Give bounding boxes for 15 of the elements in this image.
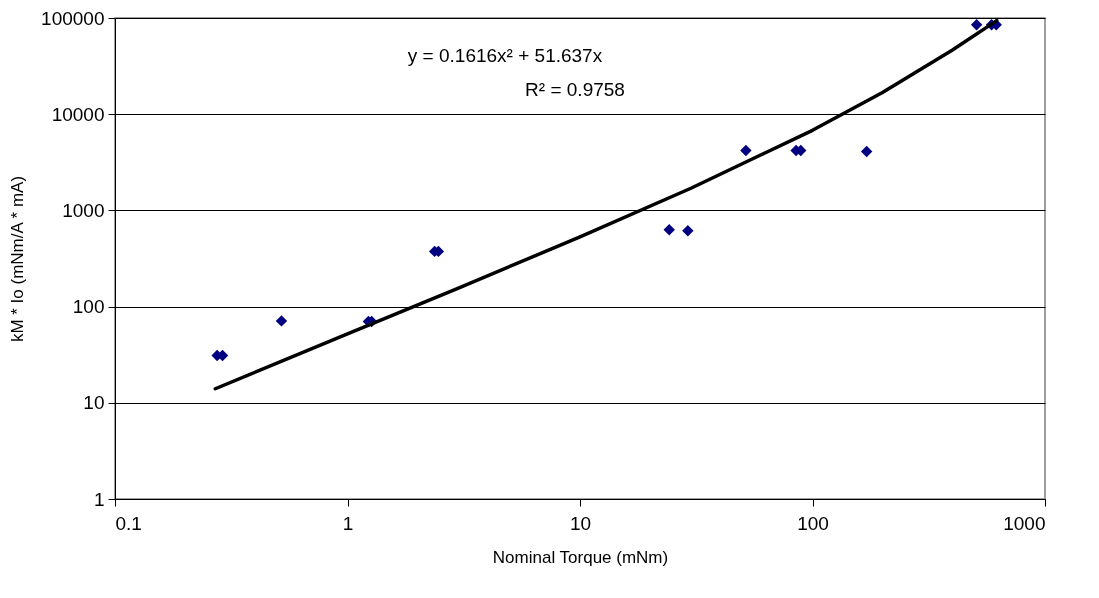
- x-tick-label: 0.1: [115, 512, 142, 534]
- y-tick-label: 10000: [51, 103, 105, 125]
- x-tick-label: 1: [342, 512, 354, 534]
- annotation: y = 0.1616x² + 51.637x: [407, 45, 603, 66]
- x-tick-label: 1000: [1003, 512, 1046, 534]
- y-tick-label: 1: [93, 488, 105, 510]
- y-axis-title: kM * Io (mNm/A * mA): [8, 175, 28, 343]
- y-tick-label: 10: [83, 392, 105, 414]
- annotation: R² = 0.9758: [525, 79, 625, 100]
- x-axis-title: Nominal Torque (mNm): [492, 547, 669, 567]
- x-tick-label: 10: [569, 512, 592, 534]
- y-tick-label: 100000: [41, 7, 105, 29]
- x-tick-label: 100: [797, 512, 829, 534]
- y-tick-label: 1000: [62, 199, 105, 221]
- y-tick-label: 100: [72, 296, 105, 318]
